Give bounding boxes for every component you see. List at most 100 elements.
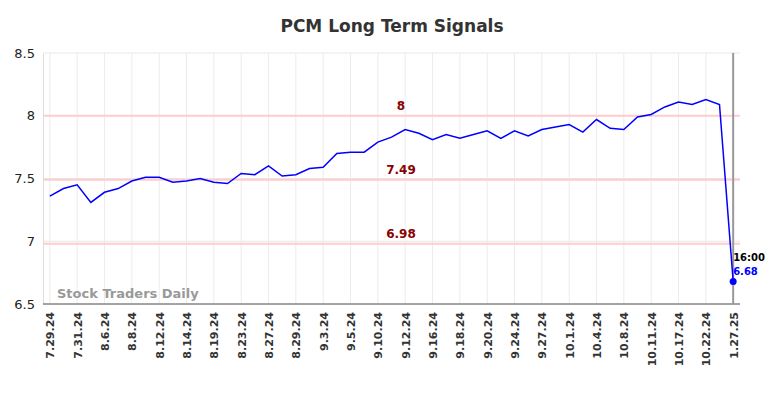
reference-lines	[43, 116, 740, 244]
x-tick: 9.12.24	[400, 304, 413, 359]
x-grid-line	[705, 53, 706, 304]
y-tick-label: 6.5	[14, 297, 35, 312]
x-tick-label: 9.3.24	[318, 312, 331, 351]
x-tick: 9.18.24	[454, 304, 467, 359]
x-grid-line	[104, 53, 105, 304]
x-tick: 9.5.24	[345, 304, 358, 351]
x-tick-label: 9.18.24	[454, 312, 467, 359]
x-tick: 8.6.24	[99, 304, 112, 351]
x-tick: 10.11.24	[646, 304, 659, 366]
signal-line	[43, 179, 740, 181]
x-grid-line	[241, 53, 242, 304]
x-tick: 10.8.24	[618, 304, 631, 359]
title: PCM Long Term Signals	[280, 16, 503, 36]
y-axis-line	[43, 54, 44, 305]
x-grid-line	[323, 53, 324, 304]
x-tick-label: 8.23.24	[236, 312, 249, 359]
x-grid-line	[596, 53, 597, 304]
x-tick: 10.22.24	[700, 304, 713, 366]
last-value-label: 6.68	[733, 266, 758, 277]
x-tick-label: 10.8.24	[618, 312, 631, 359]
x-tick: 9.3.24	[318, 304, 331, 351]
x-tick-label: 8.6.24	[99, 312, 112, 351]
x-tick: 8.27.24	[263, 304, 276, 359]
signal-line	[43, 115, 740, 117]
x-tick: 7.29.24	[44, 304, 57, 359]
y-tick-label: 8	[27, 108, 35, 123]
x-grid-line	[77, 53, 78, 304]
y-tick-label: 8.5	[14, 46, 35, 61]
x-tick-label: 7.29.24	[44, 312, 57, 359]
y-tick-label: 7	[27, 234, 35, 249]
x-grid-line	[186, 53, 187, 304]
y-tick: 7.5	[14, 171, 43, 186]
x-tick: 8.8.24	[126, 304, 139, 351]
x-tick: 10.4.24	[591, 304, 604, 359]
x-tick: 8.29.24	[290, 304, 303, 359]
x-grid-line	[569, 53, 570, 304]
x-grid-line	[159, 53, 160, 304]
x-grid-line	[131, 53, 132, 304]
x-grid-line	[651, 53, 652, 304]
y-tick: 7	[27, 234, 43, 249]
x-tick-label: 10.17.24	[673, 312, 686, 367]
x-grid-line	[49, 53, 50, 304]
grid	[43, 53, 740, 304]
x-tick: 9.24.24	[509, 304, 522, 359]
x-tick-label: 8.8.24	[126, 312, 139, 351]
x-tick: 9.20.24	[482, 304, 495, 359]
price-line	[50, 99, 733, 281]
x-axis-line	[43, 304, 740, 305]
x-tick-label: 8.12.24	[154, 312, 167, 359]
x-tick-label: 10.11.24	[646, 312, 659, 367]
x-grid-line	[487, 53, 488, 304]
x-grid-line	[432, 53, 433, 304]
y-tick: 8.5	[14, 46, 43, 61]
x-grid-line	[623, 53, 624, 304]
signal-label: 7.49	[386, 163, 416, 177]
x-axis: 7.29.24 7.31.24 8.6.24 8.8.24 8.12.24 8.14.24…	[43, 304, 741, 366]
y-tick-label: 7.5	[14, 171, 35, 186]
x-grid-line	[514, 53, 515, 304]
signal-label: 6.98	[386, 227, 416, 241]
x-tick: 8.14.24	[181, 304, 194, 359]
x-tick-label: 8.29.24	[290, 312, 303, 359]
y-grid-line	[43, 53, 740, 54]
chart: PCM Long Term SignalsStock Traders Daily…	[0, 0, 784, 398]
x-grid-line	[295, 53, 296, 304]
x-grid-line	[459, 53, 460, 304]
y-grid-line	[43, 241, 740, 242]
x-tick-label: 10.22.24	[700, 312, 713, 367]
x-tick-label: 9.27.24	[536, 312, 549, 359]
x-grid-line	[541, 53, 542, 304]
x-tick-label: 10.4.24	[591, 312, 604, 359]
x-grid-line	[405, 53, 406, 304]
x-grid-line	[350, 53, 351, 304]
x-tick: 8.23.24	[236, 304, 249, 359]
x-grid-line	[377, 53, 378, 304]
y-grid-line	[43, 304, 740, 305]
x-tick: 10.1.24	[564, 304, 577, 359]
x-tick: 1.27.25	[728, 304, 741, 359]
x-tick: 9.27.24	[536, 304, 549, 359]
y-tick: 6.5	[14, 297, 43, 312]
x-tick-label: 9.20.24	[482, 312, 495, 359]
x-tick-label: 9.24.24	[509, 312, 522, 359]
x-tick-label: 8.14.24	[181, 312, 194, 359]
x-tick: 8.12.24	[154, 304, 167, 359]
x-tick: 8.19.24	[208, 304, 221, 359]
x-tick-label: 9.10.24	[372, 312, 385, 359]
plot-area	[50, 99, 737, 284]
x-tick: 10.17.24	[673, 304, 686, 366]
x-tick-label: 9.12.24	[400, 312, 413, 359]
x-tick-label: 10.1.24	[564, 312, 577, 359]
x-tick: 9.16.24	[427, 304, 440, 359]
x-grid-line	[268, 53, 269, 304]
x-tick: 7.31.24	[72, 304, 85, 359]
x-tick-label: 7.31.24	[72, 312, 85, 359]
time-label: 16:00	[733, 252, 765, 263]
x-grid-line	[678, 53, 679, 304]
x-tick-label: 8.19.24	[208, 312, 221, 359]
x-tick: 9.10.24	[372, 304, 385, 359]
x-grid-line	[213, 53, 214, 304]
